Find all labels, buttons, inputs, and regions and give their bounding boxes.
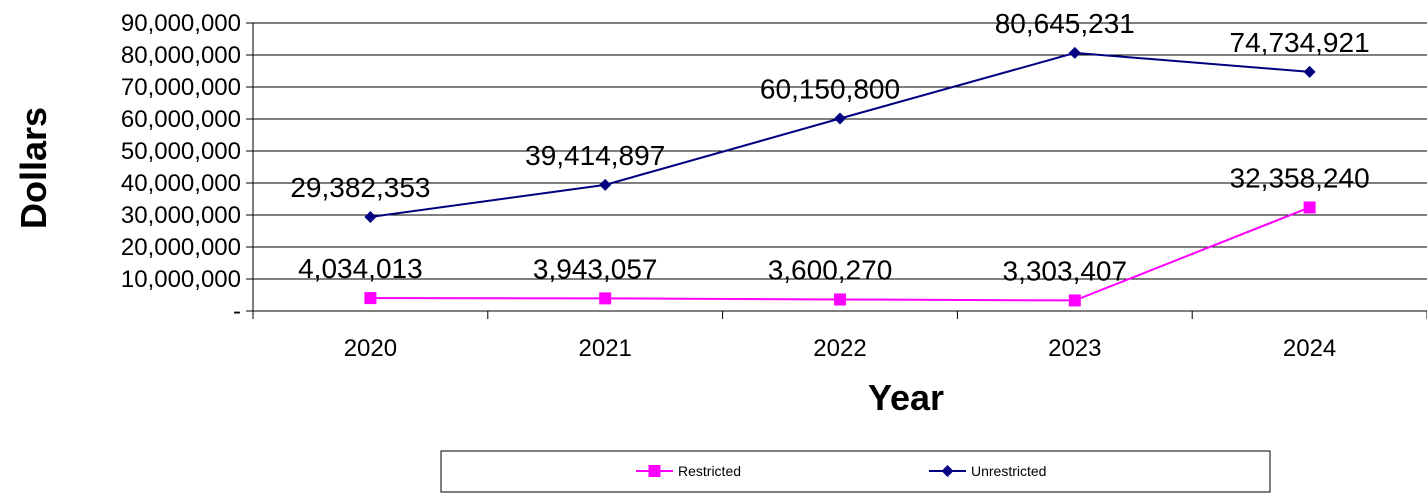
x-tick-label: 2022	[813, 335, 866, 362]
y-tick-label: 70,000,000	[121, 74, 241, 101]
y-tick-label: 40,000,000	[121, 170, 241, 197]
legend-restricted-marker	[648, 465, 661, 477]
unrestricted-data-label: 39,414,897	[525, 140, 665, 171]
unrestricted-point	[1303, 65, 1316, 78]
restricted-data-label: 4,034,013	[298, 253, 423, 284]
x-tick-label: 2021	[579, 335, 632, 362]
x-tick-label: 2024	[1283, 335, 1336, 362]
y-tick-labels: - 10,000,000 20,000,000 30,000,000 40,000,00…	[121, 10, 241, 325]
y-tick-label: -	[233, 298, 241, 325]
y-tick-label: 30,000,000	[121, 202, 241, 229]
legend: Restricted Unrestricted	[440, 450, 1271, 493]
series-lines	[364, 46, 1316, 307]
unrestricted-point	[834, 112, 846, 125]
y-tick-label: 90,000,000	[121, 10, 241, 37]
y-tick-label: 10,000,000	[121, 266, 241, 293]
y-axis-title: Dollars	[13, 107, 54, 229]
restricted-data-label: 3,600,270	[768, 254, 893, 285]
legend-unrestricted-marker	[941, 465, 954, 477]
unrestricted-point	[364, 210, 377, 223]
gridlines	[253, 22, 1427, 280]
restricted-data-label: 3,303,407	[1003, 255, 1128, 286]
legend-unrestricted-label: Unrestricted	[971, 463, 1046, 479]
y-tick-label: 80,000,000	[121, 42, 241, 69]
unrestricted-point	[1068, 46, 1081, 59]
legend-restricted-label: Restricted	[678, 463, 741, 479]
x-tick-label: 2023	[1048, 335, 1101, 362]
restricted-data-label: 3,943,057	[533, 253, 658, 284]
unrestricted-data-label: 60,150,800	[760, 74, 900, 105]
legend-box	[440, 450, 1271, 493]
x-tick-labels: 2020 2021 2022 2023 2024	[344, 335, 1337, 362]
restricted-point	[834, 293, 846, 306]
y-tick-label: 50,000,000	[121, 138, 241, 165]
data-labels: 4,034,013 3,943,057 3,600,270 3,303,407 32,3…	[290, 8, 1369, 286]
restricted-data-label: 32,358,240	[1230, 162, 1370, 193]
unrestricted-data-label: 74,734,921	[1230, 27, 1370, 58]
restricted-point	[599, 292, 612, 305]
axes	[246, 22, 1427, 319]
unrestricted-point	[599, 178, 612, 191]
y-tick-label: 20,000,000	[121, 234, 241, 261]
x-axis-title: Year	[868, 377, 944, 418]
restricted-point	[1303, 201, 1316, 214]
restricted-point	[364, 292, 377, 305]
y-tick-label: 60,000,000	[121, 106, 241, 133]
unrestricted-data-label: 80,645,231	[995, 8, 1135, 39]
x-tick-label: 2020	[344, 335, 397, 362]
unrestricted-data-label: 29,382,353	[290, 172, 430, 203]
restricted-point	[1068, 294, 1081, 307]
